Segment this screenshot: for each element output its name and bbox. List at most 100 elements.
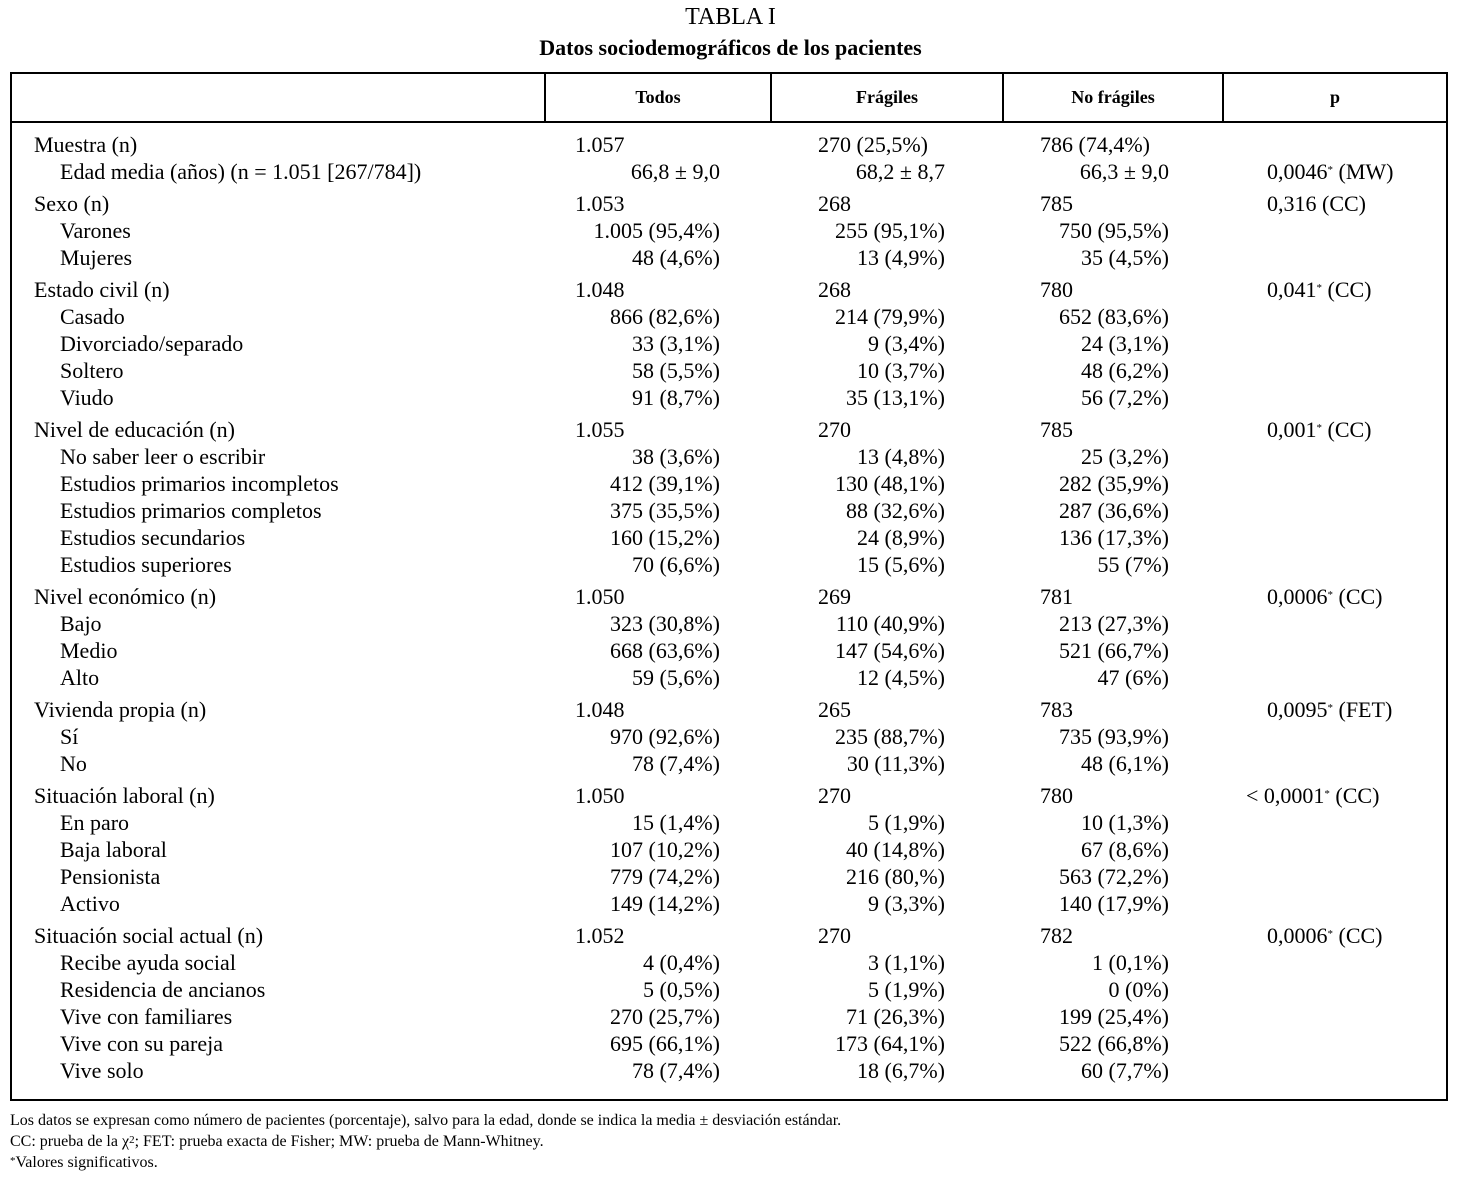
p-test: (CC) — [1338, 584, 1383, 609]
cell-no-fragiles: 783 — [1040, 697, 1073, 722]
group-label: Nivel económico (n) — [34, 584, 217, 609]
p-value: < 0,0001* (CC) — [1246, 783, 1379, 809]
column-rule — [544, 72, 546, 122]
p-test: (CC) — [1327, 417, 1372, 442]
cell-no-fragiles: 24 (3,1%) — [1081, 331, 1169, 356]
row-label: Baja laboral — [60, 837, 167, 862]
cell-fragiles: 268 — [818, 277, 851, 302]
cell-todos: 412 (39,1%) — [610, 471, 720, 496]
row-label: En paro — [60, 810, 130, 835]
p-number: 0,0006 — [1267, 584, 1328, 609]
cell-no-fragiles: 652 (83,6%) — [1059, 304, 1169, 329]
cell-fragiles: 15 (5,6%) — [857, 552, 945, 577]
cell-todos: 1.005 (95,4%) — [593, 218, 720, 243]
cell-fragiles: 13 (4,9%) — [857, 245, 945, 270]
superscript: * — [10, 1155, 16, 1167]
cell-no-fragiles: 1 (0,1%) — [1092, 950, 1169, 975]
cell-todos: 91 (8,7%) — [632, 385, 720, 410]
cell-no-fragiles: 282 (35,9%) — [1059, 471, 1169, 496]
cell-todos: 1.053 — [575, 191, 625, 216]
cell-todos: 866 (82,6%) — [610, 304, 720, 329]
cell-todos: 668 (63,6%) — [610, 638, 720, 663]
cell-todos: 1.052 — [575, 923, 625, 948]
p-test: (CC) — [1335, 783, 1380, 808]
cell-fragiles: 216 (80,%) — [846, 864, 945, 889]
cell-todos: 58 (5,5%) — [632, 358, 720, 383]
cell-fragiles: 265 — [818, 697, 851, 722]
p-test: (CC) — [1338, 923, 1383, 948]
cell-todos: 4 (0,4%) — [643, 950, 720, 975]
cell-todos: 160 (15,2%) — [610, 525, 720, 550]
cell-todos: 66,8 ± 9,0 — [630, 159, 720, 184]
cell-no-fragiles: 780 — [1040, 277, 1073, 302]
column-header: Frágiles — [856, 87, 918, 107]
cell-todos: 695 (66,1%) — [610, 1031, 720, 1056]
row-label: Medio — [60, 638, 118, 663]
column-rule — [770, 72, 772, 122]
cell-fragiles: 12 (4,5%) — [857, 665, 945, 690]
cell-no-fragiles: 781 — [1040, 584, 1073, 609]
row-label: Estudios superiores — [60, 552, 232, 577]
cell-no-fragiles: 55 (7%) — [1097, 552, 1169, 577]
cell-fragiles: 173 (64,1%) — [835, 1031, 945, 1056]
cell-todos: 1.048 — [575, 697, 625, 722]
cell-no-fragiles: 563 (72,2%) — [1059, 864, 1169, 889]
cell-todos: 1.057 — [575, 132, 625, 157]
p-number: 0,001 — [1267, 417, 1317, 442]
cell-fragiles: 18 (6,7%) — [857, 1058, 945, 1083]
cell-no-fragiles: 785 — [1040, 417, 1073, 442]
p-number: 0,0006 — [1267, 923, 1328, 948]
p-number: 0,316 — [1267, 191, 1317, 216]
row-label: Viudo — [60, 385, 114, 410]
p-value: 0,0046* (MW) — [1267, 159, 1393, 185]
p-value: 0,0095* (FET) — [1267, 697, 1392, 723]
cell-no-fragiles: 750 (95,5%) — [1059, 218, 1169, 243]
cell-fragiles: 5 (1,9%) — [868, 977, 945, 1002]
significance-mark: * — [1327, 589, 1334, 601]
row-label: Sí — [60, 724, 79, 749]
cell-no-fragiles: 735 (93,9%) — [1059, 724, 1169, 749]
header-rule — [10, 121, 1448, 123]
cell-no-fragiles: 199 (25,4%) — [1059, 1004, 1169, 1029]
group-label: Estado civil (n) — [34, 277, 170, 302]
footnote: *Valores significativos. — [10, 1153, 158, 1173]
column-rule — [1222, 72, 1224, 122]
row-label: Vive con su pareja — [60, 1031, 224, 1056]
cell-fragiles: 10 (3,7%) — [857, 358, 945, 383]
significance-mark: * — [1324, 788, 1330, 800]
footnote: CC: prueba de la χ2; FET: prueba exacta … — [10, 1132, 544, 1152]
p-value: 0,0006* (CC) — [1267, 584, 1383, 610]
significance-mark: * — [1316, 422, 1323, 434]
cell-todos: 970 (92,6%) — [610, 724, 720, 749]
group-label: Vivienda propia (n) — [34, 697, 207, 722]
row-label: Casado — [60, 304, 125, 329]
row-label: Soltero — [60, 358, 124, 383]
cell-todos: 1.048 — [575, 277, 625, 302]
cell-fragiles: 270 — [818, 783, 851, 808]
cell-todos: 38 (3,6%) — [632, 444, 720, 469]
row-label: Recibe ayuda social — [60, 950, 236, 975]
cell-todos: 5 (0,5%) — [643, 977, 720, 1002]
cell-no-fragiles: 60 (7,7%) — [1081, 1058, 1169, 1083]
footnote-text: Valores significativos. — [15, 1154, 158, 1171]
cell-no-fragiles: 782 — [1040, 923, 1073, 948]
row-label: Alto — [60, 665, 100, 690]
cell-fragiles: 269 — [818, 584, 851, 609]
cell-todos: 323 (30,8%) — [610, 611, 720, 636]
row-label: Mujeres — [60, 245, 133, 270]
cell-no-fragiles: 786 (74,4%) — [1040, 132, 1150, 157]
cell-fragiles: 255 (95,1%) — [835, 218, 945, 243]
p-value: 0,316 (CC) — [1267, 191, 1366, 217]
cell-todos: 78 (7,4%) — [632, 1058, 720, 1083]
table-border — [10, 72, 1448, 1101]
cell-fragiles: 5 (1,9%) — [868, 810, 945, 835]
row-label: No — [60, 751, 87, 776]
p-value: 0,001* (CC) — [1267, 417, 1372, 443]
cell-fragiles: 71 (26,3%) — [846, 1004, 945, 1029]
footnote-text: ; FET: prueba exacta de Fisher; MW: prue… — [134, 1133, 544, 1150]
cell-no-fragiles: 48 (6,1%) — [1081, 751, 1169, 776]
cell-no-fragiles: 10 (1,3%) — [1081, 810, 1169, 835]
cell-todos: 48 (4,6%) — [632, 245, 720, 270]
row-label: Activo — [60, 891, 120, 916]
cell-fragiles: 147 (54,6%) — [835, 638, 945, 663]
